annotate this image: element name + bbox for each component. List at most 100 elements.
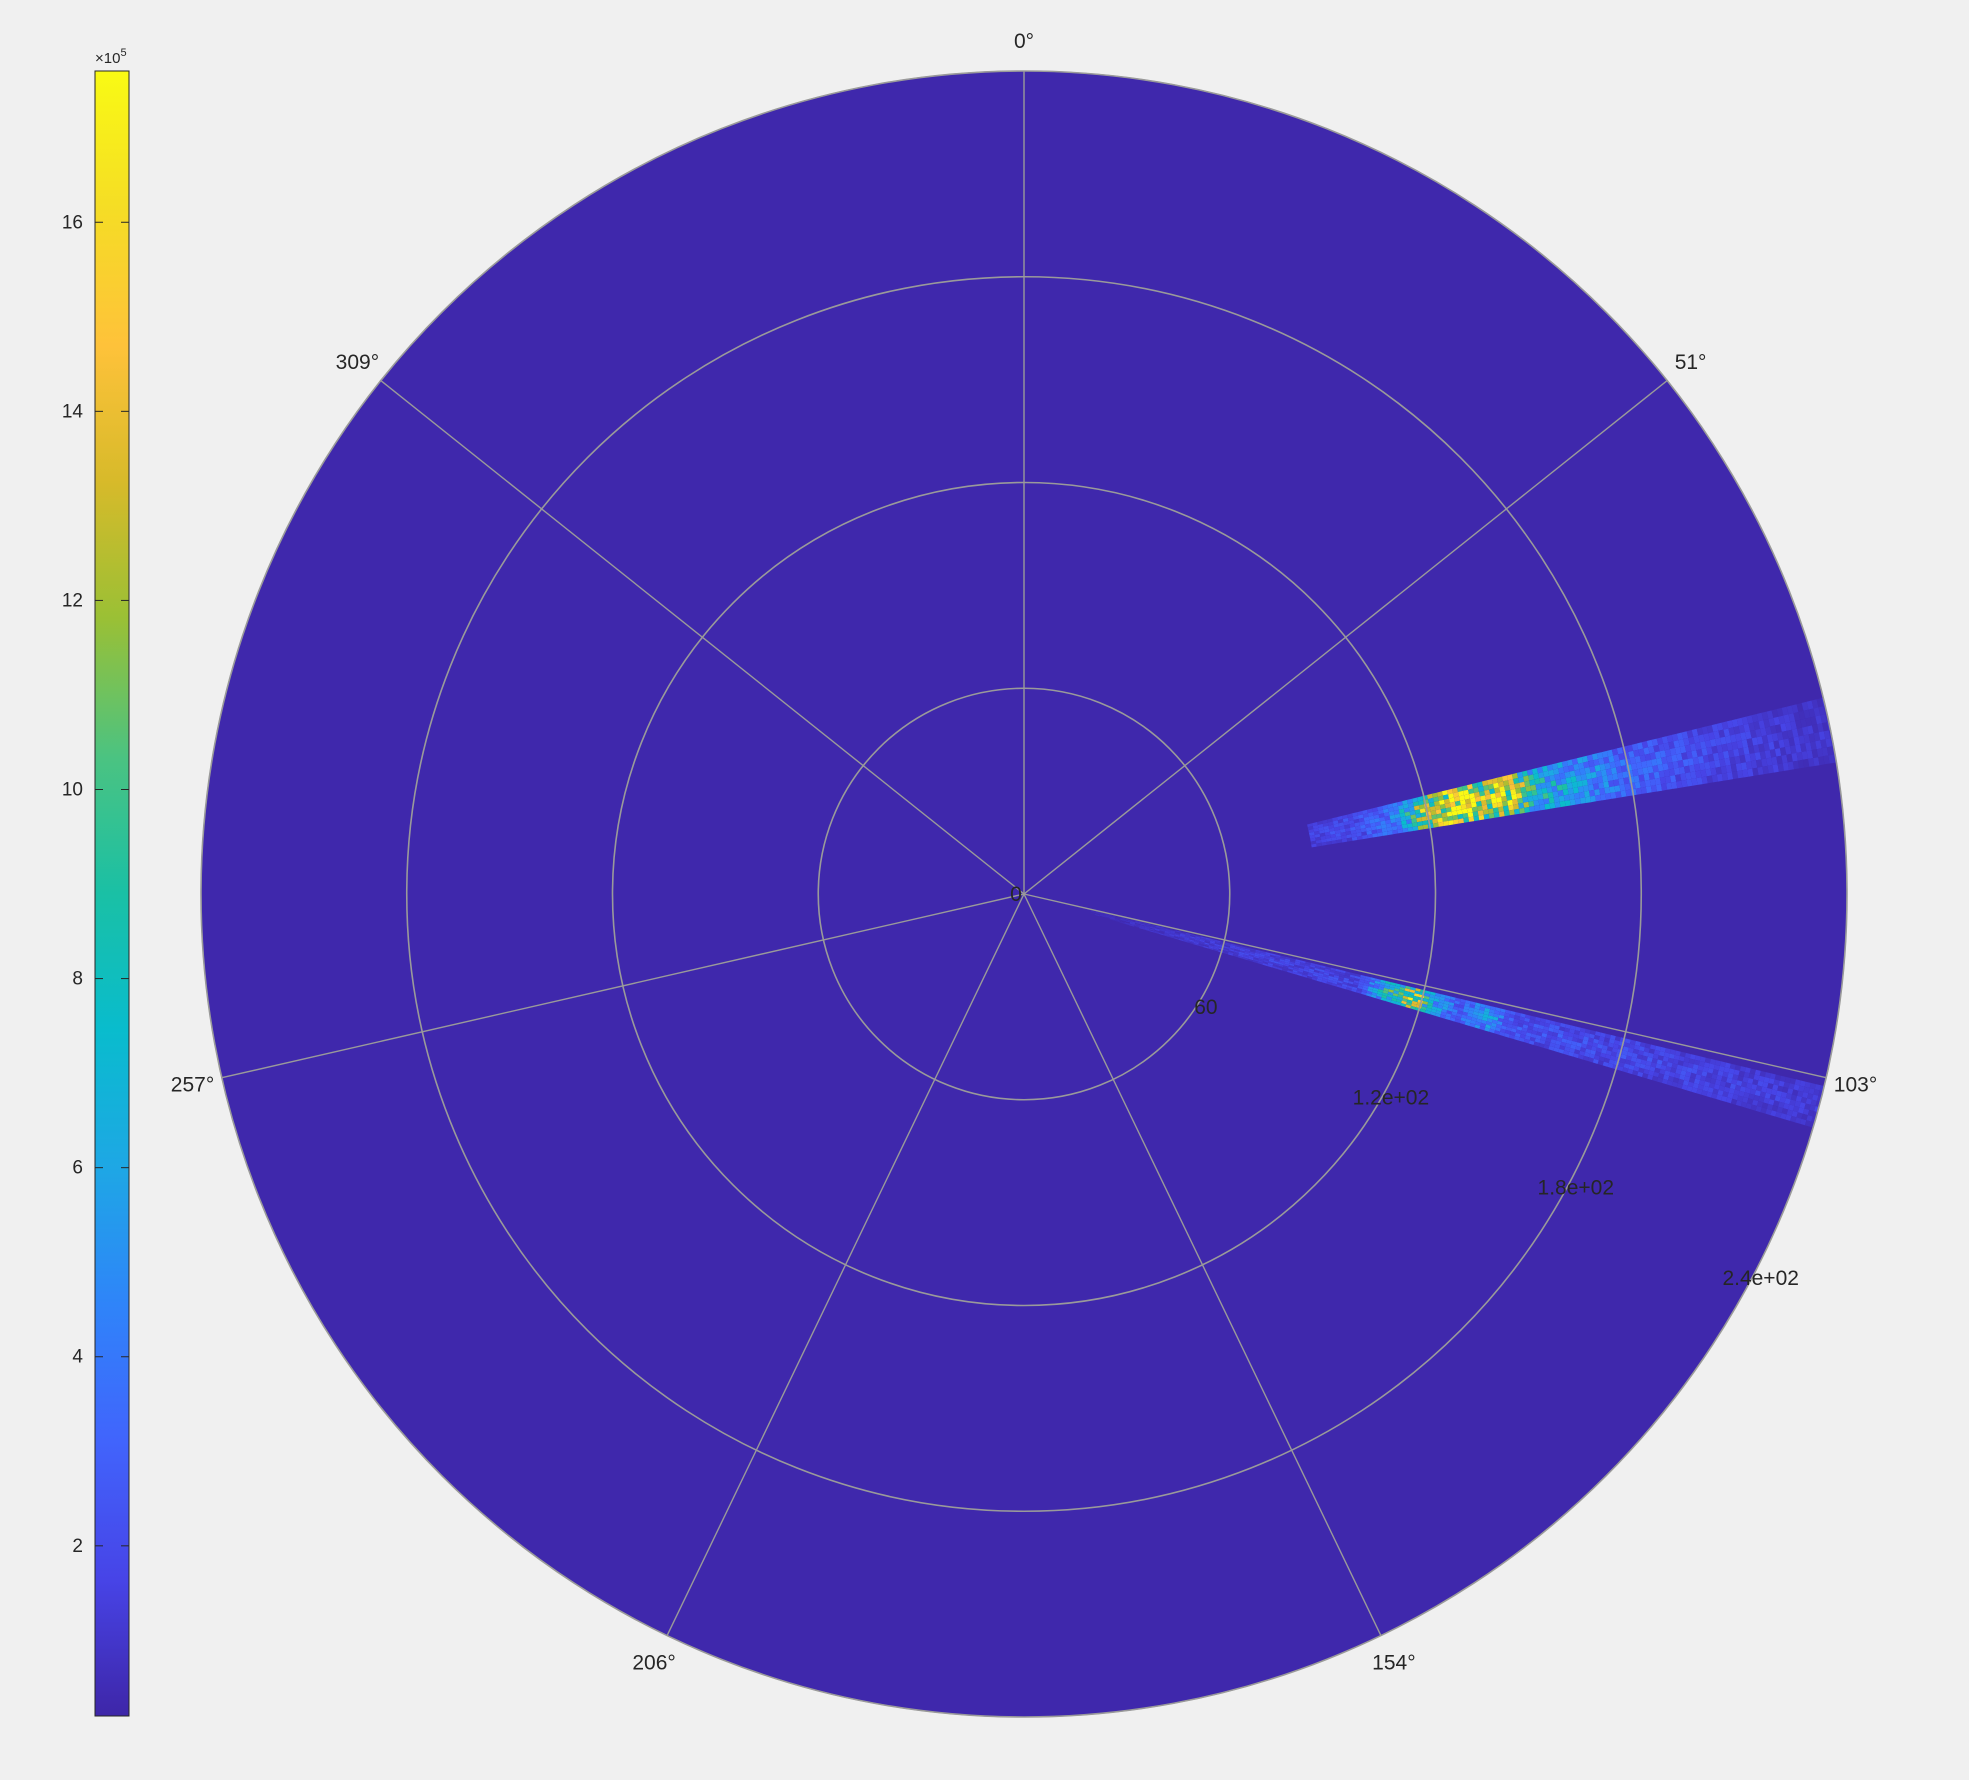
beam-cell <box>1813 732 1821 742</box>
beam-cell <box>1401 1000 1407 1005</box>
beam-cell <box>1725 735 1732 744</box>
beam-cell <box>1649 1044 1656 1050</box>
beam-cell <box>1457 813 1464 820</box>
beam-cell <box>1823 730 1831 740</box>
beam-cell <box>1594 1035 1600 1040</box>
beam-cell <box>1356 832 1362 837</box>
beam-cell <box>1749 1088 1756 1095</box>
beam-cell <box>1119 920 1125 923</box>
theta-tick-label: 206° <box>632 1652 675 1675</box>
beam-cell <box>1105 914 1111 916</box>
beam-cell <box>1687 1081 1694 1088</box>
beam-cell <box>1793 712 1801 721</box>
beam-cell <box>1599 1052 1606 1058</box>
beam-cell <box>1659 1046 1666 1053</box>
beam-cell <box>1140 923 1146 926</box>
beam-cell <box>1466 1015 1472 1021</box>
beam-cell <box>1418 804 1425 810</box>
beam-cell <box>1564 800 1571 807</box>
beam-cell <box>1438 799 1445 805</box>
beam-cell <box>1227 953 1234 956</box>
beam-cell <box>1470 797 1476 804</box>
beam-cell <box>1178 938 1184 942</box>
beam-cell <box>1527 1025 1534 1031</box>
beam-cell <box>1362 985 1369 989</box>
beam-cell <box>1702 754 1710 763</box>
beam-cell <box>1337 980 1344 984</box>
beam-cell <box>1431 792 1438 798</box>
beam-cell <box>1332 979 1339 983</box>
beam-cell <box>1634 781 1641 789</box>
beam-cell <box>1764 1092 1771 1099</box>
beam-cell <box>1334 972 1340 977</box>
beam-cell <box>1354 978 1360 982</box>
beam-cell <box>1568 1051 1575 1057</box>
beam-cell <box>1628 1064 1635 1071</box>
beam-cell <box>1372 833 1378 838</box>
beam-cell <box>1381 827 1388 833</box>
beam-cell <box>1384 815 1391 821</box>
beam-cell <box>1583 761 1590 769</box>
beam-cell <box>1370 994 1377 999</box>
beam-cell <box>1711 723 1719 732</box>
beam-cell <box>1213 948 1219 952</box>
beam-cell <box>1460 1017 1467 1022</box>
beam-cell <box>1658 1051 1665 1057</box>
beam-cell <box>1168 935 1174 939</box>
beam-cell <box>1269 958 1275 961</box>
beam-cell <box>1154 929 1160 933</box>
beam-cell <box>1422 824 1429 830</box>
beam-cell <box>1215 941 1221 944</box>
beam-cell <box>1579 1050 1586 1056</box>
beam-cell <box>1509 1014 1515 1019</box>
beam-cell <box>1429 806 1436 812</box>
beam-cell <box>1519 807 1525 814</box>
beam-cell <box>1299 962 1306 966</box>
beam-cell <box>1701 748 1708 756</box>
beam-cell <box>1607 1046 1613 1052</box>
beam-cell <box>1802 1108 1810 1116</box>
beam-cell <box>1691 1068 1698 1075</box>
beam-cell <box>1759 1070 1766 1077</box>
beam-cell <box>1391 822 1397 827</box>
beam-cell <box>1654 751 1662 759</box>
beam-cell <box>1556 1036 1563 1042</box>
beam-cell <box>1179 935 1185 939</box>
beam-cell <box>1700 769 1707 778</box>
beam-cell <box>1431 814 1438 820</box>
beam-cell <box>1417 825 1424 831</box>
beam-cell <box>1640 1059 1647 1065</box>
beam-cell <box>1330 967 1336 971</box>
beam-cell <box>1585 796 1591 803</box>
beam-cell <box>1392 802 1398 808</box>
beam-cell <box>1726 720 1734 729</box>
beam-cell <box>1417 800 1424 806</box>
beam-cell <box>1801 751 1808 760</box>
beam-cell <box>1500 791 1507 797</box>
r-tick-label: 1.8e+02 <box>1538 1177 1615 1200</box>
beam-cell <box>1797 1107 1805 1114</box>
beam-cell <box>1432 818 1438 824</box>
beam-cell <box>1327 977 1334 981</box>
beam-cell <box>1761 1102 1769 1109</box>
beam-cell <box>1638 1067 1645 1074</box>
beam-cell <box>1422 1000 1429 1005</box>
beam-cell <box>1322 978 1328 982</box>
beam-cell <box>1782 762 1789 771</box>
beam-cell <box>1778 1101 1785 1109</box>
beam-cell <box>1294 961 1301 965</box>
beam-cell <box>1586 754 1594 762</box>
beam-cell <box>1200 937 1206 940</box>
beam-cell <box>1343 977 1350 981</box>
beam-cell <box>1223 950 1229 953</box>
beam-cell <box>1775 1111 1782 1118</box>
polar-axes: 0°51°103°154°206°257°309° 0601.2e+021.8e… <box>171 30 1877 1718</box>
beam-cell <box>1590 1049 1596 1055</box>
beam-cell <box>1564 1046 1571 1052</box>
beam-cell <box>1607 1063 1614 1069</box>
beam-cell <box>1169 933 1175 936</box>
beam-cell <box>1719 1061 1726 1068</box>
beam-cell <box>1454 800 1461 807</box>
beam-cell <box>1534 1038 1541 1043</box>
beam-cell <box>1571 781 1578 789</box>
